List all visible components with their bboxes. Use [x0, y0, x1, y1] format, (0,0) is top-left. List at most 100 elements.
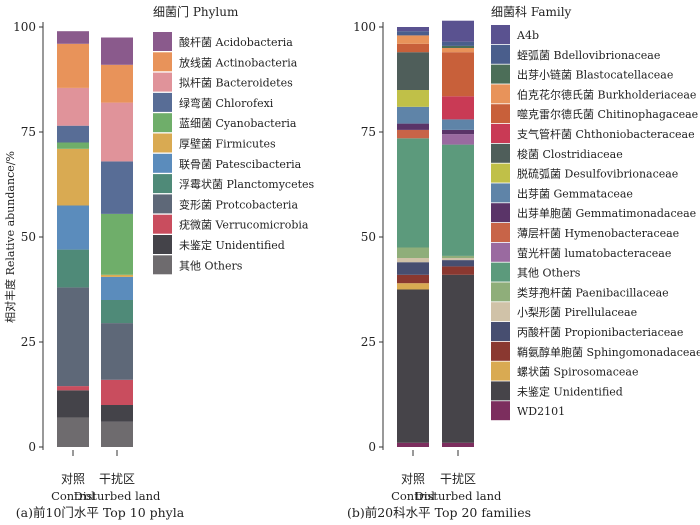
legend-label: 梭菌 Clostridiaceae — [517, 147, 623, 161]
legend-label: WD2101 — [517, 405, 565, 418]
bar-segment — [397, 43, 429, 53]
bar-segment — [57, 43, 89, 88]
legend-label: 酸杆菌 Acidobacteria — [179, 35, 293, 49]
bar-segment — [57, 386, 89, 391]
bar-segment — [442, 442, 474, 447]
panel-caption: (b)前20科水平 Top 20 families — [347, 505, 531, 520]
legend-label: 鞘氨醇单胞菌 Sphingomonadaceae — [517, 345, 700, 359]
legend-swatch — [491, 322, 510, 341]
bar-segment — [397, 35, 429, 44]
legend-label: 蓝细菌 Cyanobacteria — [179, 117, 297, 130]
legend-label: 浮霉状菌 Planctomycetes — [179, 177, 315, 191]
legend-label: 绿弯菌 Chlorofexi — [179, 96, 274, 110]
legend-label: 蛭弧菌 Bdellovibrionaceae — [517, 48, 660, 62]
legend-swatch — [153, 133, 172, 153]
x-tick-label-cn: 干扰区 — [99, 472, 135, 486]
bar-segment — [101, 37, 133, 65]
legend-label: 拟杆菌 Bacteroidetes — [179, 76, 293, 90]
x-tick-label-en: Disturbed land — [74, 489, 161, 503]
legend-label: 螺状菌 Spirosomaceae — [517, 365, 638, 379]
panel-b-families-chart: 0 25 50 75 100 对照 Control 干扰区 Disturbed land 细菌科 … — [347, 5, 700, 520]
legend-label: 小梨形菌 Pirellulaceae — [517, 305, 637, 319]
bar-segment — [57, 142, 89, 149]
bar-segment — [57, 417, 89, 447]
y-tick-label: 0 — [28, 440, 36, 454]
bar-segment — [101, 276, 133, 300]
bar-segment — [442, 144, 474, 256]
bar-segment — [397, 247, 429, 258]
legend-label: 支气管杆菌 Chthoniobacteraceae — [517, 127, 695, 141]
legend-swatch — [491, 361, 510, 381]
legend-label: 萤光杆菌 lumatobacteraceae — [517, 246, 671, 260]
bar-segment — [397, 52, 429, 90]
bar-segment — [442, 48, 474, 53]
bar-segment — [397, 31, 429, 36]
legend-swatch — [491, 302, 510, 322]
legend-title: 细菌门 Phylum — [153, 4, 239, 19]
x-tick-label-cn: 干扰区 — [440, 472, 476, 486]
legend-label: 未鉴定 Unidentified — [517, 384, 623, 398]
bar-segment — [397, 274, 429, 284]
legend-swatch — [491, 381, 510, 401]
bar-segment — [57, 287, 89, 387]
bar-segment — [397, 129, 429, 139]
legend-swatch — [491, 64, 510, 84]
legend-label: 疣微菌 Verrucomicrobia — [179, 218, 309, 232]
bar-segment — [101, 421, 133, 447]
bar-segment — [442, 274, 474, 443]
bar-segment — [57, 87, 89, 126]
y-tick-label: 75 — [21, 125, 36, 139]
legend-label: 噬克雷尔德氏菌 Chitinophagaceae — [517, 107, 698, 121]
legend-swatch — [153, 255, 172, 275]
legend-swatch — [153, 235, 172, 254]
y-tick-label: 25 — [361, 335, 376, 349]
y-tick-label: 0 — [368, 440, 376, 454]
bar-segment — [442, 20, 474, 42]
legend-label: 脱硫弧菌 Desulfovibrionaceae — [517, 167, 678, 181]
legend-label: 其他 Others — [179, 259, 243, 272]
bar-segment — [101, 213, 133, 275]
bar-segment — [57, 125, 89, 143]
y-tick-label: 100 — [353, 20, 376, 34]
legend-label: 联骨菌 Patescibacteria — [179, 158, 302, 171]
bar-segment — [397, 27, 429, 32]
legend-swatch — [153, 32, 172, 51]
legend-swatch — [491, 223, 510, 242]
panel-a-phyla-chart: 0 25 50 75 100 相对丰度 Relative abundance/% 对照 Con… — [3, 4, 315, 520]
bar-segment — [57, 249, 89, 288]
bar-segment — [442, 258, 474, 261]
bar-segment — [397, 262, 429, 275]
bar-segment — [442, 41, 474, 46]
bar-segment — [101, 300, 133, 324]
bar-segment — [101, 64, 133, 103]
bar-segment — [101, 379, 133, 405]
legend-label: 放线菌 Actinobacteria — [179, 55, 298, 69]
bar-segment — [442, 45, 474, 48]
bar-segment — [101, 274, 133, 277]
legend-label: 厚壁菌 Firmicutes — [179, 137, 276, 151]
legend-label: 薄层杆菌 Hymenobacteraceae — [517, 226, 679, 240]
bar-segment — [397, 106, 429, 124]
bar-segment — [442, 119, 474, 130]
legend-swatch — [491, 104, 510, 124]
legend-label: 出芽小链菌 Blastocatellaceae — [517, 68, 673, 82]
bar-segment — [101, 323, 133, 380]
legend-swatch — [491, 401, 510, 421]
legend-swatch — [153, 92, 172, 112]
x-tick-label-cn: 对照 — [61, 472, 85, 486]
y-axis-title: 相对丰度 Relative abundance/% — [3, 151, 17, 323]
bar-segment — [397, 289, 429, 443]
legend-label: 丙酸杆菌 Propionibacteriaceae — [517, 325, 683, 339]
bar-segment — [101, 161, 133, 214]
x-tick-label-en: Control — [391, 489, 435, 503]
legend-swatch — [491, 183, 510, 203]
legend-label: 出芽菌 Gemmataceae — [517, 186, 633, 200]
bar-segment — [442, 129, 474, 135]
y-tick-label: 100 — [13, 20, 36, 34]
legend-swatch — [491, 124, 510, 143]
bar-segment — [442, 96, 474, 120]
bar-segment — [442, 134, 474, 145]
x-tick-label-cn: 对照 — [401, 472, 425, 486]
bar-segment — [397, 283, 429, 290]
